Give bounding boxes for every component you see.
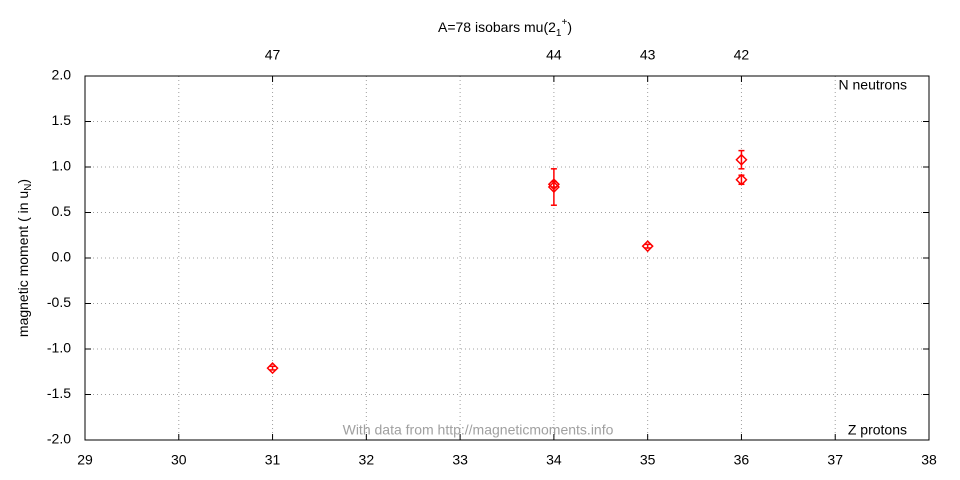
x-tick-label: 30 (171, 452, 187, 468)
title-sub: 1 (556, 28, 562, 39)
point (735, 173, 748, 186)
point (641, 240, 654, 253)
plot-frame (84, 75, 930, 441)
title-end: ) (567, 19, 572, 35)
x-tick-label: 29 (77, 452, 93, 468)
x2-tick-label: 43 (640, 47, 656, 63)
y-axis-label: magnetic moment ( in uN) (15, 179, 34, 337)
y-label-sub: N (23, 184, 34, 191)
y-tick-label: 1.5 (52, 112, 72, 128)
x-tick-label: 32 (359, 452, 375, 468)
y-label-end: ) (15, 179, 31, 184)
chart-title: A=78 isobars mu(21+) (438, 17, 572, 39)
point (547, 180, 560, 194)
point (735, 153, 748, 166)
error-bar (644, 243, 651, 249)
error-bar (550, 168, 557, 206)
y-tick-label: -1.0 (47, 340, 71, 356)
y-tick-label: 2.0 (52, 67, 72, 83)
title-main: A=78 isobars mu(2 (438, 19, 556, 35)
x2-axis-label: N neutrons (839, 77, 907, 93)
x-tick-label: 38 (921, 452, 937, 468)
x-tick-label: 33 (452, 452, 468, 468)
watermark: With data from http://magneticmoments.in… (343, 422, 614, 438)
x2-tick-label: 47 (265, 47, 281, 63)
y-tick-label: 0.5 (52, 203, 72, 219)
x-tick-label: 34 (546, 452, 562, 468)
x-tick-label: 36 (734, 452, 750, 468)
x-axis-label: Z protons (848, 422, 907, 438)
y-tick-label: -2.0 (47, 431, 71, 447)
x2-tick-label: 42 (734, 47, 750, 63)
error-bar (269, 365, 276, 371)
y-tick-label: -0.5 (47, 294, 71, 310)
x-tick-label: 31 (265, 452, 281, 468)
point (266, 362, 279, 375)
x-tick-label: 37 (827, 452, 843, 468)
x-tick-label: 35 (640, 452, 656, 468)
y-tick-label: 1.0 (52, 158, 72, 174)
title-sup: + (561, 17, 567, 28)
x2-tick-label: 44 (546, 47, 562, 63)
y-label-main: magnetic moment ( in u (15, 191, 31, 337)
error-bar (738, 149, 745, 170)
y-tick-label: 0.0 (52, 249, 72, 265)
y-tick-label: -1.5 (47, 385, 71, 401)
